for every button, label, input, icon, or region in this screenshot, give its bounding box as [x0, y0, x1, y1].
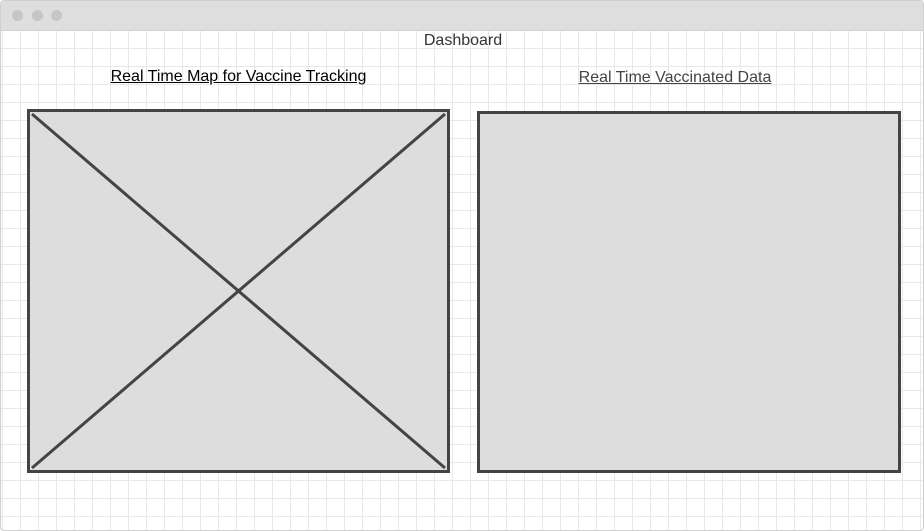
window-close-icon[interactable] — [12, 10, 23, 21]
image-placeholder-icon — [31, 112, 446, 470]
vaccinated-data-panel — [477, 111, 901, 473]
data-panel-heading-link[interactable]: Real Time Vaccinated Data — [578, 69, 772, 86]
window-minimize-icon[interactable] — [32, 10, 43, 21]
vaccine-tracking-map[interactable] — [27, 109, 450, 473]
window-maximize-icon[interactable] — [51, 10, 62, 21]
window-titlebar — [1, 1, 923, 31]
page-title: Dashboard — [423, 32, 503, 49]
map-panel-heading-link[interactable]: Real Time Map for Vaccine Tracking — [110, 68, 367, 85]
